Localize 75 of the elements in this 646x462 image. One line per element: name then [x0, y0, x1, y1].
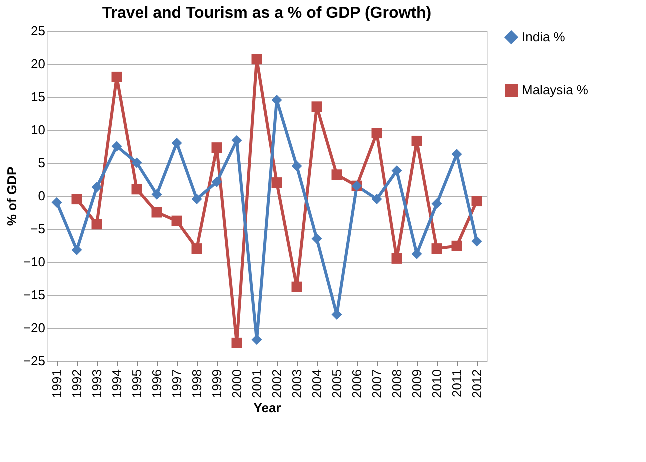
point	[272, 178, 282, 188]
point	[72, 194, 82, 205]
y-axis-title: % of GDP	[4, 166, 20, 226]
point	[312, 234, 322, 244]
x-tick-label: 2009	[410, 370, 424, 398]
point	[472, 196, 482, 207]
y-tick-label: −25	[23, 354, 46, 368]
x-tick-label: 1996	[150, 370, 164, 398]
point	[172, 216, 182, 226]
point	[152, 189, 162, 200]
point	[112, 72, 122, 82]
x-tick-label: 1998	[190, 370, 204, 398]
point	[432, 244, 442, 254]
x-tick-label: 2002	[270, 370, 284, 398]
x-axis-title: Year	[254, 400, 282, 416]
point	[92, 182, 102, 193]
point	[252, 334, 262, 346]
x-tick-label: 2005	[330, 370, 344, 398]
y-tick-label: 5	[38, 156, 46, 170]
legend-label: India %	[522, 30, 566, 44]
y-tick-label: 25	[31, 24, 46, 38]
x-tick-label: 1991	[50, 370, 64, 398]
point	[372, 194, 382, 205]
x-tick-label: 1999	[210, 370, 224, 398]
point	[452, 240, 462, 252]
y-tick-label: −10	[23, 254, 46, 270]
point	[132, 184, 142, 195]
x-tick-label: 1994	[110, 370, 124, 398]
point	[52, 197, 62, 208]
x-tick-label: 2000	[230, 370, 244, 398]
point	[112, 141, 122, 152]
x-tick-label: 2003	[290, 370, 304, 398]
x-tick-label: 1992	[70, 370, 84, 398]
y-tick-label: 20	[31, 56, 46, 72]
point	[332, 170, 342, 180]
legend-label: Malaysia %	[522, 82, 589, 98]
x-tick-label: 1997	[170, 370, 184, 398]
point	[392, 253, 402, 264]
x-tick-label: 2004	[310, 370, 324, 398]
point	[392, 166, 402, 176]
x-tick-label: 2010	[430, 370, 444, 398]
point	[212, 142, 222, 154]
y-tick-label: −5	[30, 222, 46, 236]
x-tick-label: 2008	[390, 370, 404, 398]
y-tick-label: −20	[23, 320, 46, 336]
point	[372, 128, 382, 139]
point	[312, 102, 322, 112]
point	[172, 138, 182, 148]
point	[192, 244, 202, 254]
point	[432, 198, 442, 210]
y-tick-label: 15	[31, 90, 46, 104]
x-tick-label: 1993	[90, 370, 104, 398]
point	[72, 244, 82, 256]
chart-title: Travel and Tourism as a % of GDP (Growth)	[102, 5, 432, 22]
point	[212, 176, 222, 188]
x-tick-label: 2006	[350, 370, 364, 398]
point	[252, 54, 262, 65]
y-tick-label: −15	[23, 288, 46, 302]
x-tick-label: 2001	[250, 370, 264, 398]
point	[472, 236, 482, 247]
point	[192, 194, 202, 205]
y-tick-label: 10	[31, 122, 46, 138]
point	[232, 338, 242, 348]
point	[132, 158, 142, 168]
point	[92, 219, 102, 230]
point	[152, 207, 162, 218]
x-tick-label: 2007	[370, 370, 384, 398]
point	[412, 136, 422, 146]
y-tick-label: 0	[38, 188, 46, 204]
point	[232, 135, 242, 146]
point	[292, 282, 302, 292]
x-tick-label: 2012	[470, 370, 484, 398]
x-tick-label: 1995	[130, 370, 144, 398]
point	[292, 161, 302, 172]
x-tick-label: 2011	[450, 370, 464, 398]
